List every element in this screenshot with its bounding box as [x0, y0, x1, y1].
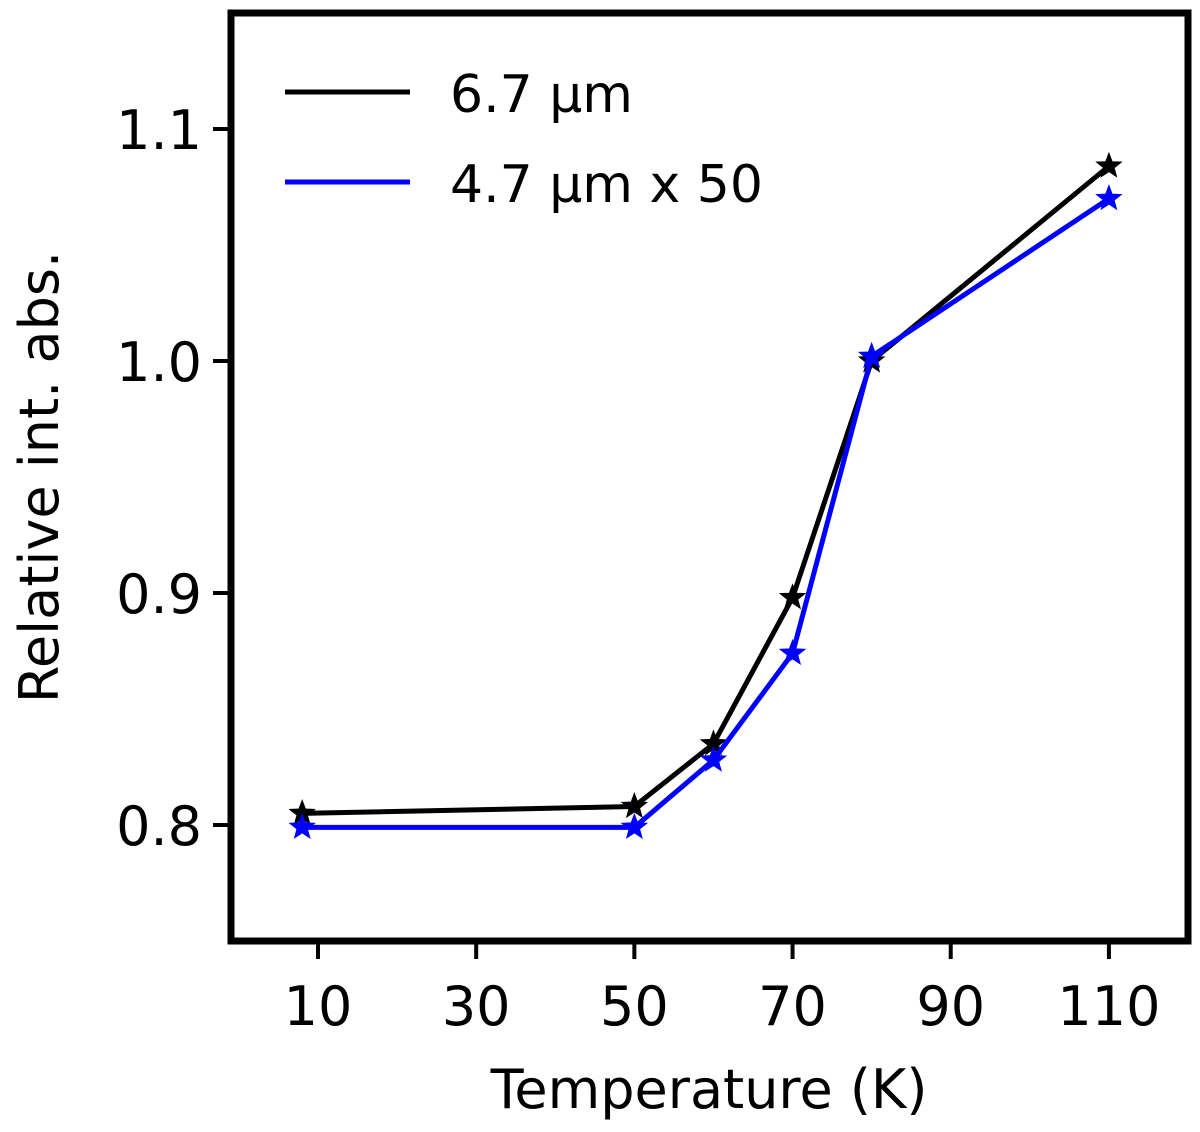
x-tick-label: 110 [1057, 975, 1160, 1038]
series-1-point [620, 812, 649, 839]
series-1-line [302, 196, 1111, 830]
y-tick-label: 0.9 [116, 563, 202, 626]
series-1-point [699, 745, 728, 772]
series-0-point [620, 792, 649, 819]
series-1-point [288, 812, 316, 839]
series-1-point [857, 341, 886, 369]
x-tick-label: 30 [442, 975, 511, 1038]
x-axis: 10 30 50 70 90 110 [284, 941, 1160, 1038]
series-0-point [1095, 151, 1123, 178]
y-tick-label: 1.1 [116, 99, 202, 162]
x-tick-label: 90 [916, 975, 985, 1038]
series-0-point [778, 583, 807, 610]
y-axis: 0.8 0.9 1.0 1.1 [116, 99, 231, 858]
x-tick-label: 50 [600, 975, 669, 1038]
series-layer [288, 151, 1123, 839]
series-0-line [302, 164, 1111, 816]
x-axis-title: Temperature (K) [490, 1058, 928, 1121]
y-axis-title: Relative int. abs. [8, 251, 71, 703]
series-1-point [778, 638, 807, 665]
legend-label-4-7um: 4.7 μm x 50 [450, 155, 763, 215]
x-tick-label: 70 [758, 975, 827, 1038]
plot-frame [227, 9, 1192, 945]
y-tick-label: 1.0 [116, 331, 202, 394]
y-tick-label: 0.8 [116, 795, 202, 858]
legend-label-6-7um: 6.7 μm [450, 65, 633, 125]
x-tick-label: 10 [284, 975, 353, 1038]
legend: 6.7 μm 4.7 μm x 50 [285, 65, 763, 215]
series-1-point [1095, 184, 1123, 211]
